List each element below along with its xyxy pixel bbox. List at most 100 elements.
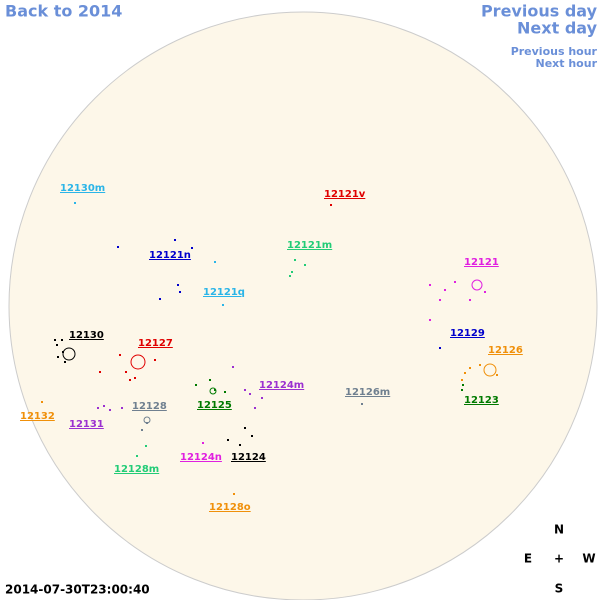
sunspot bbox=[136, 455, 138, 457]
region-link[interactable]: 12121v bbox=[324, 189, 366, 200]
sunspot bbox=[361, 403, 363, 405]
sunspot bbox=[177, 284, 179, 286]
region-link[interactable]: 12121m bbox=[287, 240, 332, 251]
region-link[interactable]: 12123 bbox=[464, 395, 499, 406]
next-day-link[interactable]: Next day bbox=[517, 19, 598, 38]
sunspot-group bbox=[209, 387, 217, 395]
region-link[interactable]: 12128o bbox=[209, 502, 251, 513]
region-link[interactable]: 12121n bbox=[149, 250, 191, 261]
sunspot bbox=[469, 299, 471, 301]
sunspot bbox=[289, 275, 291, 277]
solar-disk bbox=[8, 11, 598, 600]
compass-east: E bbox=[524, 552, 532, 566]
sunspot bbox=[484, 291, 486, 293]
sunspot bbox=[304, 264, 306, 266]
sunspot bbox=[56, 344, 58, 346]
sunspot bbox=[145, 445, 147, 447]
sunspot-group bbox=[483, 363, 497, 377]
sunspot bbox=[121, 407, 123, 409]
sunspot bbox=[294, 259, 296, 261]
back-link[interactable]: Back to 2014 bbox=[5, 2, 122, 21]
sunspot bbox=[154, 359, 156, 361]
previous-day-link[interactable]: Previous day bbox=[481, 2, 598, 21]
sunspot bbox=[222, 304, 224, 306]
region-link[interactable]: 12127 bbox=[138, 338, 173, 349]
previous-hour-link[interactable]: Previous hour bbox=[511, 45, 598, 58]
sunspot bbox=[54, 339, 56, 341]
sunspot bbox=[103, 405, 105, 407]
sunspot bbox=[159, 298, 161, 300]
sunspot bbox=[439, 347, 441, 349]
sunspot bbox=[97, 407, 99, 409]
sunspot-group bbox=[471, 279, 483, 291]
sunspot bbox=[61, 339, 63, 341]
next-hour-link[interactable]: Next hour bbox=[536, 57, 598, 70]
sunspot bbox=[209, 379, 211, 381]
sunspot bbox=[232, 366, 234, 368]
region-link[interactable]: 12125 bbox=[197, 400, 232, 411]
sunspot bbox=[41, 401, 43, 403]
sunspot-group bbox=[62, 347, 76, 361]
region-link[interactable]: 12130 bbox=[69, 330, 104, 341]
region-link[interactable]: 12124n bbox=[180, 452, 222, 463]
sunspot bbox=[141, 429, 143, 431]
sunspot bbox=[291, 271, 293, 273]
sunspot bbox=[464, 372, 466, 374]
sunspot bbox=[125, 371, 127, 373]
region-link[interactable]: 12126 bbox=[488, 345, 523, 356]
sunspot bbox=[119, 354, 121, 356]
sunspot bbox=[99, 371, 101, 373]
region-link[interactable]: 12132 bbox=[20, 411, 55, 422]
sunspot bbox=[64, 361, 66, 363]
region-link[interactable]: 12130m bbox=[60, 183, 105, 194]
region-link[interactable]: 12124 bbox=[231, 452, 266, 463]
compass-west: W bbox=[582, 552, 595, 566]
sunspot bbox=[174, 239, 176, 241]
sunspot bbox=[261, 397, 263, 399]
sunspot bbox=[244, 389, 246, 391]
sunspot bbox=[254, 407, 256, 409]
sunspot bbox=[129, 379, 131, 381]
region-link[interactable]: 12128m bbox=[114, 464, 159, 475]
sunspot bbox=[244, 427, 246, 429]
sunspot bbox=[224, 391, 226, 393]
sunspot bbox=[227, 439, 229, 441]
region-link[interactable]: 12128 bbox=[132, 401, 167, 412]
sunspot bbox=[444, 289, 446, 291]
sunspot-group bbox=[143, 416, 151, 424]
region-link[interactable]: 12126m bbox=[345, 387, 390, 398]
sunspot bbox=[57, 356, 59, 358]
sunspot bbox=[439, 299, 441, 301]
sunspot bbox=[330, 204, 332, 206]
sunspot bbox=[461, 379, 463, 381]
sunspot bbox=[74, 202, 76, 204]
sunspot bbox=[496, 374, 498, 376]
compass-north: N bbox=[554, 523, 564, 537]
sunspot bbox=[249, 393, 251, 395]
sunspot bbox=[233, 493, 235, 495]
sunspot bbox=[195, 384, 197, 386]
sunspot bbox=[461, 389, 463, 391]
sunspot bbox=[251, 435, 253, 437]
region-link[interactable]: 12129 bbox=[450, 328, 485, 339]
region-link[interactable]: 12131 bbox=[69, 419, 104, 430]
sunspot bbox=[134, 377, 136, 379]
sunspot bbox=[191, 247, 193, 249]
sunspot bbox=[429, 284, 431, 286]
sunspot bbox=[202, 442, 204, 444]
compass-center: + bbox=[554, 552, 564, 566]
sunspot bbox=[462, 384, 464, 386]
sunspot bbox=[179, 291, 181, 293]
timestamp: 2014-07-30T23:00:40 bbox=[5, 583, 150, 597]
sunspot-group bbox=[130, 354, 146, 370]
sunspot bbox=[479, 364, 481, 366]
region-link[interactable]: 12121q bbox=[203, 287, 245, 298]
sunspot bbox=[117, 246, 119, 248]
sunspot bbox=[454, 281, 456, 283]
sunspot bbox=[239, 444, 241, 446]
compass-south: S bbox=[555, 582, 564, 596]
region-link[interactable]: 12121 bbox=[464, 257, 499, 268]
sunspot bbox=[429, 319, 431, 321]
region-link[interactable]: 12124m bbox=[259, 380, 304, 391]
